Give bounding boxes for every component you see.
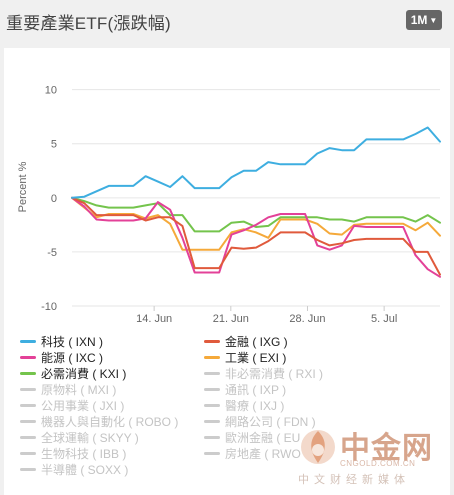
legend-label: 必需消費 ( KXI ) (41, 367, 127, 381)
series-line-3 (71, 196, 441, 251)
legend-swatch (20, 452, 36, 455)
series-line-2 (71, 196, 441, 278)
legend-item-rwo[interactable]: 房地產 ( RWO (204, 445, 301, 462)
legend-swatch (204, 452, 220, 455)
legend-label: 機器人與自動化 ( ROBO ) (41, 415, 179, 429)
watermark: 中金网 CNGOLD.COM.CN 中文财经新媒体 (298, 423, 448, 487)
legend-label: 科技 ( IXN ) (41, 335, 103, 349)
legend-label: 歐洲金融 ( EU (225, 431, 301, 445)
legend-label: 醫療 ( IXJ ) (225, 399, 285, 413)
legend-label: 原物料 ( MXI ) (41, 383, 117, 397)
x-tick-label: 28. Jun (289, 313, 325, 325)
y-tick-label: 0 (51, 193, 57, 205)
legend-label: 通訊 ( IXP ) (225, 383, 287, 397)
legend-label: 公用事業 ( JXI ) (41, 399, 125, 413)
x-tick-label: 14. Jun (136, 313, 172, 325)
chart-panel: -10 -5 0 5 10 14. Jun 21. Jun 28. Jun 5. Jul Perc… (4, 48, 450, 495)
y-tick-label: -5 (47, 247, 57, 259)
watermark-slogan: 中文财经新媒体 (298, 474, 410, 486)
legend-label: 生物科技 ( IBB ) (41, 447, 127, 461)
legend-item-ixp[interactable]: 通訊 ( IXP ) (204, 381, 286, 398)
watermark-name: 中金网 (340, 432, 433, 465)
y-tick-label: 5 (51, 139, 57, 151)
legend-swatch (204, 340, 220, 343)
range-selector-label: 1M (410, 13, 428, 27)
y-axis-label: Percent % (17, 161, 29, 212)
legend-item-skyy[interactable]: 全球運輸 ( SKYY ) (20, 429, 139, 446)
legend-swatch (204, 388, 220, 391)
legend-item-rxi[interactable]: 非必需消費 ( RXI ) (204, 365, 323, 382)
series-line-1 (71, 196, 441, 276)
legend-label: 全球運輸 ( SKYY ) (41, 431, 139, 445)
chevron-down-icon: ▼ (429, 15, 438, 25)
legend-swatch (20, 340, 36, 343)
line-chart: -10 -5 0 5 10 14. Jun 21. Jun 28. Jun 5. Jul Perc… (17, 85, 441, 325)
legend-item-ixn[interactable]: 科技 ( IXN ) (20, 333, 103, 350)
watermark-url: CNGOLD.COM.CN (340, 459, 416, 468)
legend-item-robo[interactable]: 機器人與自動化 ( ROBO ) (20, 413, 178, 430)
legend-item-ixc[interactable]: 能源 ( IXC ) (20, 349, 103, 366)
legend-item-eufn[interactable]: 歐洲金融 ( EU (204, 429, 300, 446)
y-tick-label: -10 (41, 301, 57, 313)
legend-label: 非必需消費 ( RXI ) (225, 367, 323, 381)
legend-swatch (204, 436, 220, 439)
legend-swatch (20, 356, 36, 359)
legend-item-mxi[interactable]: 原物料 ( MXI ) (20, 381, 116, 398)
legend-swatch (204, 372, 220, 375)
legend-swatch (20, 388, 36, 391)
x-tick-label: 21. Jun (213, 313, 249, 325)
legend-swatch (204, 356, 220, 359)
legend-swatch (20, 468, 36, 471)
legend-swatch (204, 420, 220, 423)
y-tick-label: 10 (45, 85, 57, 97)
legend-label: 網路公司 ( FDN ) (225, 415, 316, 429)
legend-item-ixj[interactable]: 醫療 ( IXJ ) (204, 397, 284, 414)
legend-item-ixg[interactable]: 金融 ( IXG ) (204, 333, 288, 350)
series-line-4 (71, 196, 441, 233)
legend-label: 能源 ( IXC ) (41, 351, 103, 365)
legend-item-fdn[interactable]: 網路公司 ( FDN ) (204, 413, 316, 430)
legend-swatch (20, 404, 36, 407)
legend-swatch (20, 372, 36, 375)
legend-item-ibb[interactable]: 生物科技 ( IBB ) (20, 445, 126, 462)
range-selector-button[interactable]: 1M ▼ (406, 10, 442, 30)
legend-label: 房地產 ( RWO (225, 447, 301, 461)
legend-item-soxx[interactable]: 半導體 ( SOXX ) (20, 461, 128, 478)
legend-item-kxi[interactable]: 必需消費 ( KXI ) (20, 365, 126, 382)
legend-swatch (20, 420, 36, 423)
legend-swatch (20, 436, 36, 439)
legend-swatch (204, 404, 220, 407)
chart-legend: 科技 ( IXN ) 金融 ( IXG ) 能源 ( IXC ) 工業 ( EX… (4, 48, 450, 495)
legend-label: 金融 ( IXG ) (225, 335, 288, 349)
legend-label: 工業 ( EXI ) (225, 351, 287, 365)
x-tick-label: 5. Jul (371, 313, 397, 325)
series-line-0 (71, 126, 441, 199)
page-title: 重要產業ETF(漲跌幅) (6, 14, 171, 33)
legend-label: 半導體 ( SOXX ) (41, 463, 129, 477)
cngold-logo-icon (301, 430, 335, 464)
legend-item-jxi[interactable]: 公用事業 ( JXI ) (20, 397, 124, 414)
legend-item-exi[interactable]: 工業 ( EXI ) (204, 349, 286, 366)
